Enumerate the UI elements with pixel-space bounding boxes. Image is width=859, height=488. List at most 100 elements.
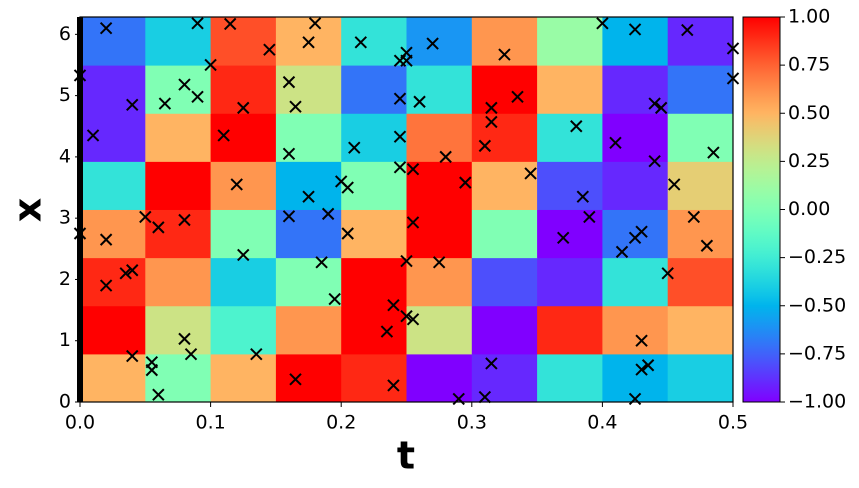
heat-cell <box>341 113 407 162</box>
x-tick-label: 0.4 <box>587 412 617 434</box>
point-marker <box>393 92 407 105</box>
point-marker <box>393 161 407 174</box>
point-marker <box>263 43 276 56</box>
heat-cell <box>275 161 342 210</box>
heat-cell <box>537 17 603 66</box>
heat-cell <box>537 353 603 403</box>
point-marker <box>230 178 243 191</box>
y-tick-label: 4 <box>59 145 71 167</box>
point-marker <box>204 58 217 72</box>
point-marker <box>700 239 714 252</box>
point-marker <box>126 264 139 277</box>
point-marker <box>485 101 498 115</box>
heat-cell <box>406 17 473 66</box>
heat-cell <box>210 17 277 66</box>
point-marker <box>400 310 413 323</box>
heat-cell <box>145 257 212 307</box>
heat-cell <box>145 353 212 403</box>
heat-cell <box>471 17 538 66</box>
heat-cell <box>145 113 212 162</box>
heat-cell <box>406 305 473 355</box>
heat-cell <box>341 305 407 355</box>
point-marker <box>628 392 642 406</box>
point-marker <box>478 139 492 153</box>
point-marker <box>570 120 583 133</box>
colorbar-tick-label: 0.50 <box>788 102 830 124</box>
point-marker <box>498 48 511 61</box>
colorbar-tick-label: 0.25 <box>788 150 830 172</box>
heat-cell <box>210 209 277 259</box>
heat-cell <box>80 65 146 114</box>
point-marker <box>413 95 426 108</box>
point-marker <box>282 75 296 89</box>
point-marker <box>681 23 694 37</box>
heat-cell <box>80 257 146 307</box>
point-marker <box>668 178 681 191</box>
point-marker <box>406 162 420 176</box>
heat-cell <box>667 161 734 210</box>
x-tick-label: 0.2 <box>326 412 356 434</box>
point-marker <box>119 267 132 280</box>
point-marker <box>635 334 648 347</box>
point-marker <box>191 90 204 104</box>
point-marker <box>380 325 394 338</box>
point-marker <box>452 392 465 406</box>
heat-cell <box>537 161 603 210</box>
heat-cell <box>275 353 342 403</box>
point-marker <box>86 129 100 142</box>
point-marker <box>308 17 322 30</box>
heat-cell <box>341 161 407 210</box>
point-marker <box>648 97 661 110</box>
heat-cell <box>667 113 734 162</box>
heat-cell <box>275 305 342 355</box>
point-marker <box>178 332 191 346</box>
heat-cell <box>145 305 212 355</box>
heat-cell <box>537 305 603 355</box>
point-marker <box>426 37 439 50</box>
point-marker <box>145 363 159 377</box>
point-marker <box>511 90 524 104</box>
heat-cell <box>471 305 538 355</box>
heat-cell <box>537 113 603 162</box>
heat-cell <box>275 65 342 114</box>
heat-cell <box>275 113 342 162</box>
x-axis-label: t <box>397 434 415 478</box>
heat-cell <box>537 209 603 259</box>
heat-cell <box>667 305 734 355</box>
point-marker <box>641 359 655 372</box>
heat-cell <box>210 65 277 114</box>
colorbar-tick-label: −0.75 <box>788 342 846 364</box>
point-marker <box>648 154 661 168</box>
heat-cell <box>406 257 473 307</box>
point-marker <box>282 147 296 161</box>
point-marker <box>302 190 315 203</box>
heat-cell <box>602 305 669 355</box>
point-marker <box>576 190 590 203</box>
heat-cell <box>210 305 277 355</box>
point-marker <box>387 379 400 392</box>
point-marker <box>348 141 361 154</box>
x-tick-label: 0.1 <box>195 412 225 434</box>
heat-cell <box>80 161 146 210</box>
point-marker <box>282 210 296 223</box>
heat-cell <box>667 65 734 114</box>
heat-cell <box>602 257 669 307</box>
point-marker <box>478 390 492 404</box>
y-axis-label: x <box>6 198 50 223</box>
heat-cell <box>406 113 473 162</box>
x-tick-label: 0.5 <box>718 412 748 434</box>
heat-cell <box>667 353 734 403</box>
heat-cell <box>275 257 342 307</box>
point-marker <box>485 115 498 129</box>
point-marker <box>354 36 367 49</box>
point-marker <box>609 136 622 150</box>
point-marker <box>406 216 420 229</box>
heat-cell <box>471 257 538 307</box>
y-tick-label: 5 <box>59 84 71 106</box>
heat-cell <box>537 257 603 307</box>
point-marker <box>635 225 648 238</box>
y-tick-label: 0 <box>59 391 71 413</box>
heat-cell <box>471 65 538 114</box>
y-tick-label: 6 <box>59 23 71 45</box>
